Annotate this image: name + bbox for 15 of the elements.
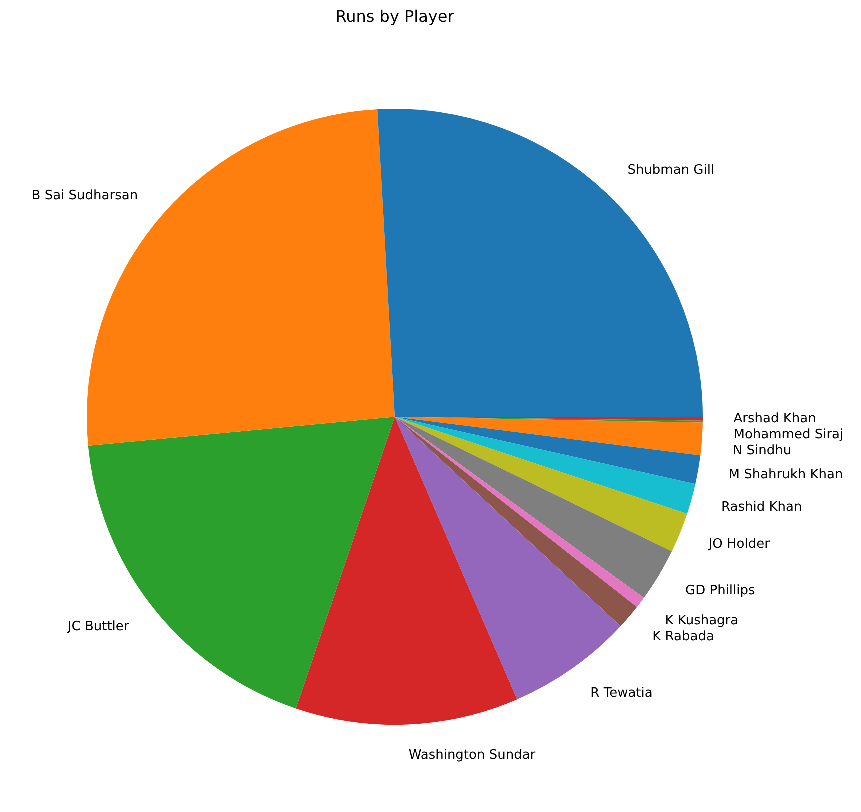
slice-label: R Tewatia xyxy=(590,686,653,701)
slice-label: N Sindhu xyxy=(732,444,792,459)
slice-label: Rashid Khan xyxy=(722,500,802,515)
slice-label: Mohammed Siraj xyxy=(734,428,844,443)
slice-label: GD Phillips xyxy=(686,584,756,599)
slice-label: K Kushagra xyxy=(665,614,739,629)
slice-label: JO Holder xyxy=(708,537,771,552)
slice-label: JC Buttler xyxy=(66,620,130,635)
chart-title: Runs by Player xyxy=(336,7,455,26)
slice-label: B Sai Sudharsan xyxy=(32,188,138,204)
slice-label: Arshad Khan xyxy=(734,412,816,427)
slice-label: Shubman Gill xyxy=(628,163,715,178)
slice-label: Washington Sundar xyxy=(408,748,536,763)
slice-label: M Shahrukh Khan xyxy=(728,468,844,483)
slice-label: K Rabada xyxy=(652,630,714,645)
